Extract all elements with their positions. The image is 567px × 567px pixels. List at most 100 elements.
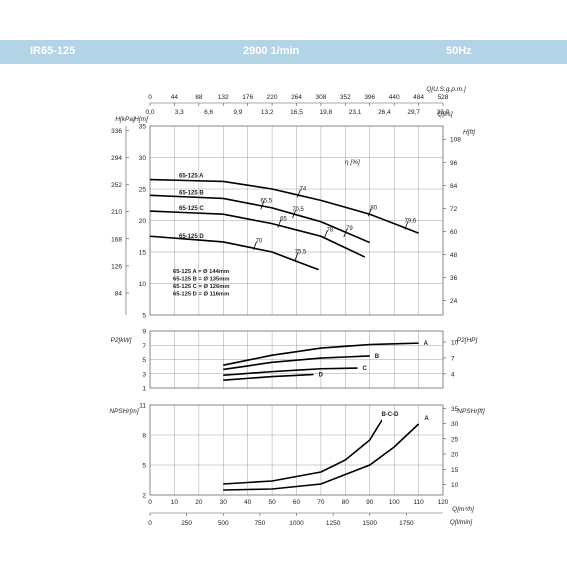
efficiency-value: 65 — [280, 217, 287, 223]
power-tick-label: 9 — [142, 329, 146, 336]
m3h-tick-label: 20 — [195, 499, 203, 506]
ft-tick-label: 108 — [450, 137, 461, 144]
ls-tick-label: 26,4 — [378, 109, 391, 116]
lmin-tick-label: 1750 — [399, 520, 414, 527]
m3h-tick-label: 50 — [268, 499, 276, 506]
ls-tick-label: 19,8 — [319, 109, 332, 116]
ft-axis-title: H[ft] — [463, 129, 475, 136]
m-tick-label: 15 — [139, 250, 147, 257]
m3h-tick-label: 60 — [293, 499, 301, 506]
gpm-tick-label: 88 — [195, 94, 203, 101]
efficiency-value: 74 — [300, 186, 307, 192]
efficiency-mark — [297, 189, 301, 198]
m3h-tick-label: 10 — [171, 499, 179, 506]
hp-tick-label: 7 — [451, 355, 455, 362]
efficiency-value: 80 — [370, 205, 377, 211]
hp-tick-label: 4 — [451, 371, 455, 378]
head-curve-2 — [149, 210, 366, 258]
hp-tick-label: 10 — [451, 339, 459, 346]
head-panel — [149, 125, 444, 316]
ls-tick-label: 3,3 — [175, 109, 184, 116]
ft-tick-label: 48 — [450, 252, 458, 259]
ls-tick-label: 0,0 — [145, 109, 154, 116]
efficiency-mark — [260, 201, 265, 210]
power-axis-title: P2[kW] — [111, 337, 132, 344]
kpa-tick-label: 252 — [111, 182, 122, 189]
ls-tick-label: 33,0 — [437, 109, 450, 116]
m3h-tick-label: 40 — [244, 499, 252, 506]
head-curve-label: 65-125 A — [179, 173, 204, 179]
power-tick-label: 7 — [142, 343, 146, 350]
npsh-tick-label: 11 — [139, 403, 146, 410]
m3h-tick-label: 70 — [317, 499, 325, 506]
efficiency-mark — [253, 241, 257, 250]
power-curve-label: B — [375, 354, 380, 360]
efficiency-mark — [343, 228, 348, 238]
gpm-tick-label: 44 — [171, 94, 179, 101]
gpm-tick-label: 220 — [267, 94, 278, 101]
kpa-axis-title: H[kPa] — [115, 116, 135, 123]
head-curve-3 — [149, 235, 319, 271]
npsh-ft-tick-label: 10 — [451, 482, 459, 489]
lmin-tick-label: 1250 — [326, 520, 341, 527]
lmin-tick-label: 250 — [181, 520, 192, 527]
hp-axis-title: P2[HP] — [457, 337, 478, 344]
gpm-tick-label: 484 — [413, 94, 424, 101]
power-curve-label: D — [319, 372, 324, 378]
head-curve-label: 65-125 D — [179, 234, 204, 240]
m3h-tick-label: 110 — [413, 499, 424, 506]
power-curve-0 — [223, 342, 419, 366]
power-curve-1 — [223, 355, 370, 371]
m3h-tick-label: 0 — [148, 499, 152, 506]
kpa-tick-label: 336 — [111, 128, 122, 135]
ft-tick-label: 24 — [450, 298, 458, 305]
npsh-ft-tick-label: 20 — [451, 452, 459, 459]
m-tick-label: 35 — [139, 124, 147, 131]
m3h-tick-label: 90 — [366, 499, 374, 506]
m-tick-label: 30 — [139, 155, 147, 162]
efficiency-label: η [%] — [345, 159, 360, 166]
gpm-tick-label: 396 — [364, 94, 375, 101]
ft-tick-label: 96 — [450, 160, 458, 167]
efficiency-mark — [292, 210, 296, 219]
npsh-ft-axis-title: NPSHr[ft] — [457, 408, 485, 415]
efficiency-value: 78 — [326, 227, 333, 233]
ls-tick-label: 29,7 — [407, 109, 420, 116]
power-curve-3 — [223, 373, 314, 381]
lmin-tick-label: 1500 — [363, 520, 378, 527]
efficiency-value: 75,5 — [295, 249, 307, 255]
power-tick-label: 5 — [142, 357, 146, 364]
gpm-tick-label: 0 — [148, 94, 152, 101]
lmin-tick-label: 1000 — [289, 520, 304, 527]
ls-tick-label: 16,5 — [290, 109, 303, 116]
title-bar: IR65-125 2900 1/min 50Hz — [0, 40, 567, 64]
gpm-tick-label: 352 — [340, 94, 351, 101]
head-curve-0 — [149, 178, 419, 234]
ls-axis-title: Q[l/s] — [437, 111, 452, 118]
ft-tick-label: 72 — [450, 206, 458, 213]
power-tick-label: 3 — [142, 371, 146, 378]
m-axis-title: H[m] — [134, 116, 148, 123]
npsh-ft-tick-label: 35 — [451, 406, 459, 413]
ft-tick-label: 84 — [450, 183, 458, 190]
power-panel — [149, 330, 444, 389]
kpa-tick-label: 126 — [111, 263, 122, 270]
impeller-legend-entry: 65-125 B = Ø 135mm — [173, 277, 230, 283]
ls-tick-label: 9,9 — [233, 109, 242, 116]
impeller-legend-entry: 65-125 A = Ø 144mm — [173, 269, 229, 275]
npsh-curve-1 — [223, 423, 420, 491]
m3h-tick-label: 80 — [342, 499, 350, 506]
npsh-curve-label: A — [424, 416, 429, 422]
efficiency-value: 79 — [346, 226, 353, 232]
gpm-tick-label: 132 — [218, 94, 229, 101]
m3h-tick-label: 100 — [389, 499, 400, 506]
npsh-ft-tick-label: 30 — [451, 421, 459, 428]
gpm-tick-label: 308 — [315, 94, 326, 101]
npsh-tick-label: 8 — [142, 433, 146, 440]
model-name: IR65-125 — [30, 45, 76, 57]
gpm-axis-title: Q[U.S.g.p.m.] — [426, 86, 466, 93]
m-tick-label: 20 — [139, 218, 147, 225]
npsh-curve-0 — [223, 419, 383, 485]
power-tick-label: 1 — [142, 386, 146, 393]
